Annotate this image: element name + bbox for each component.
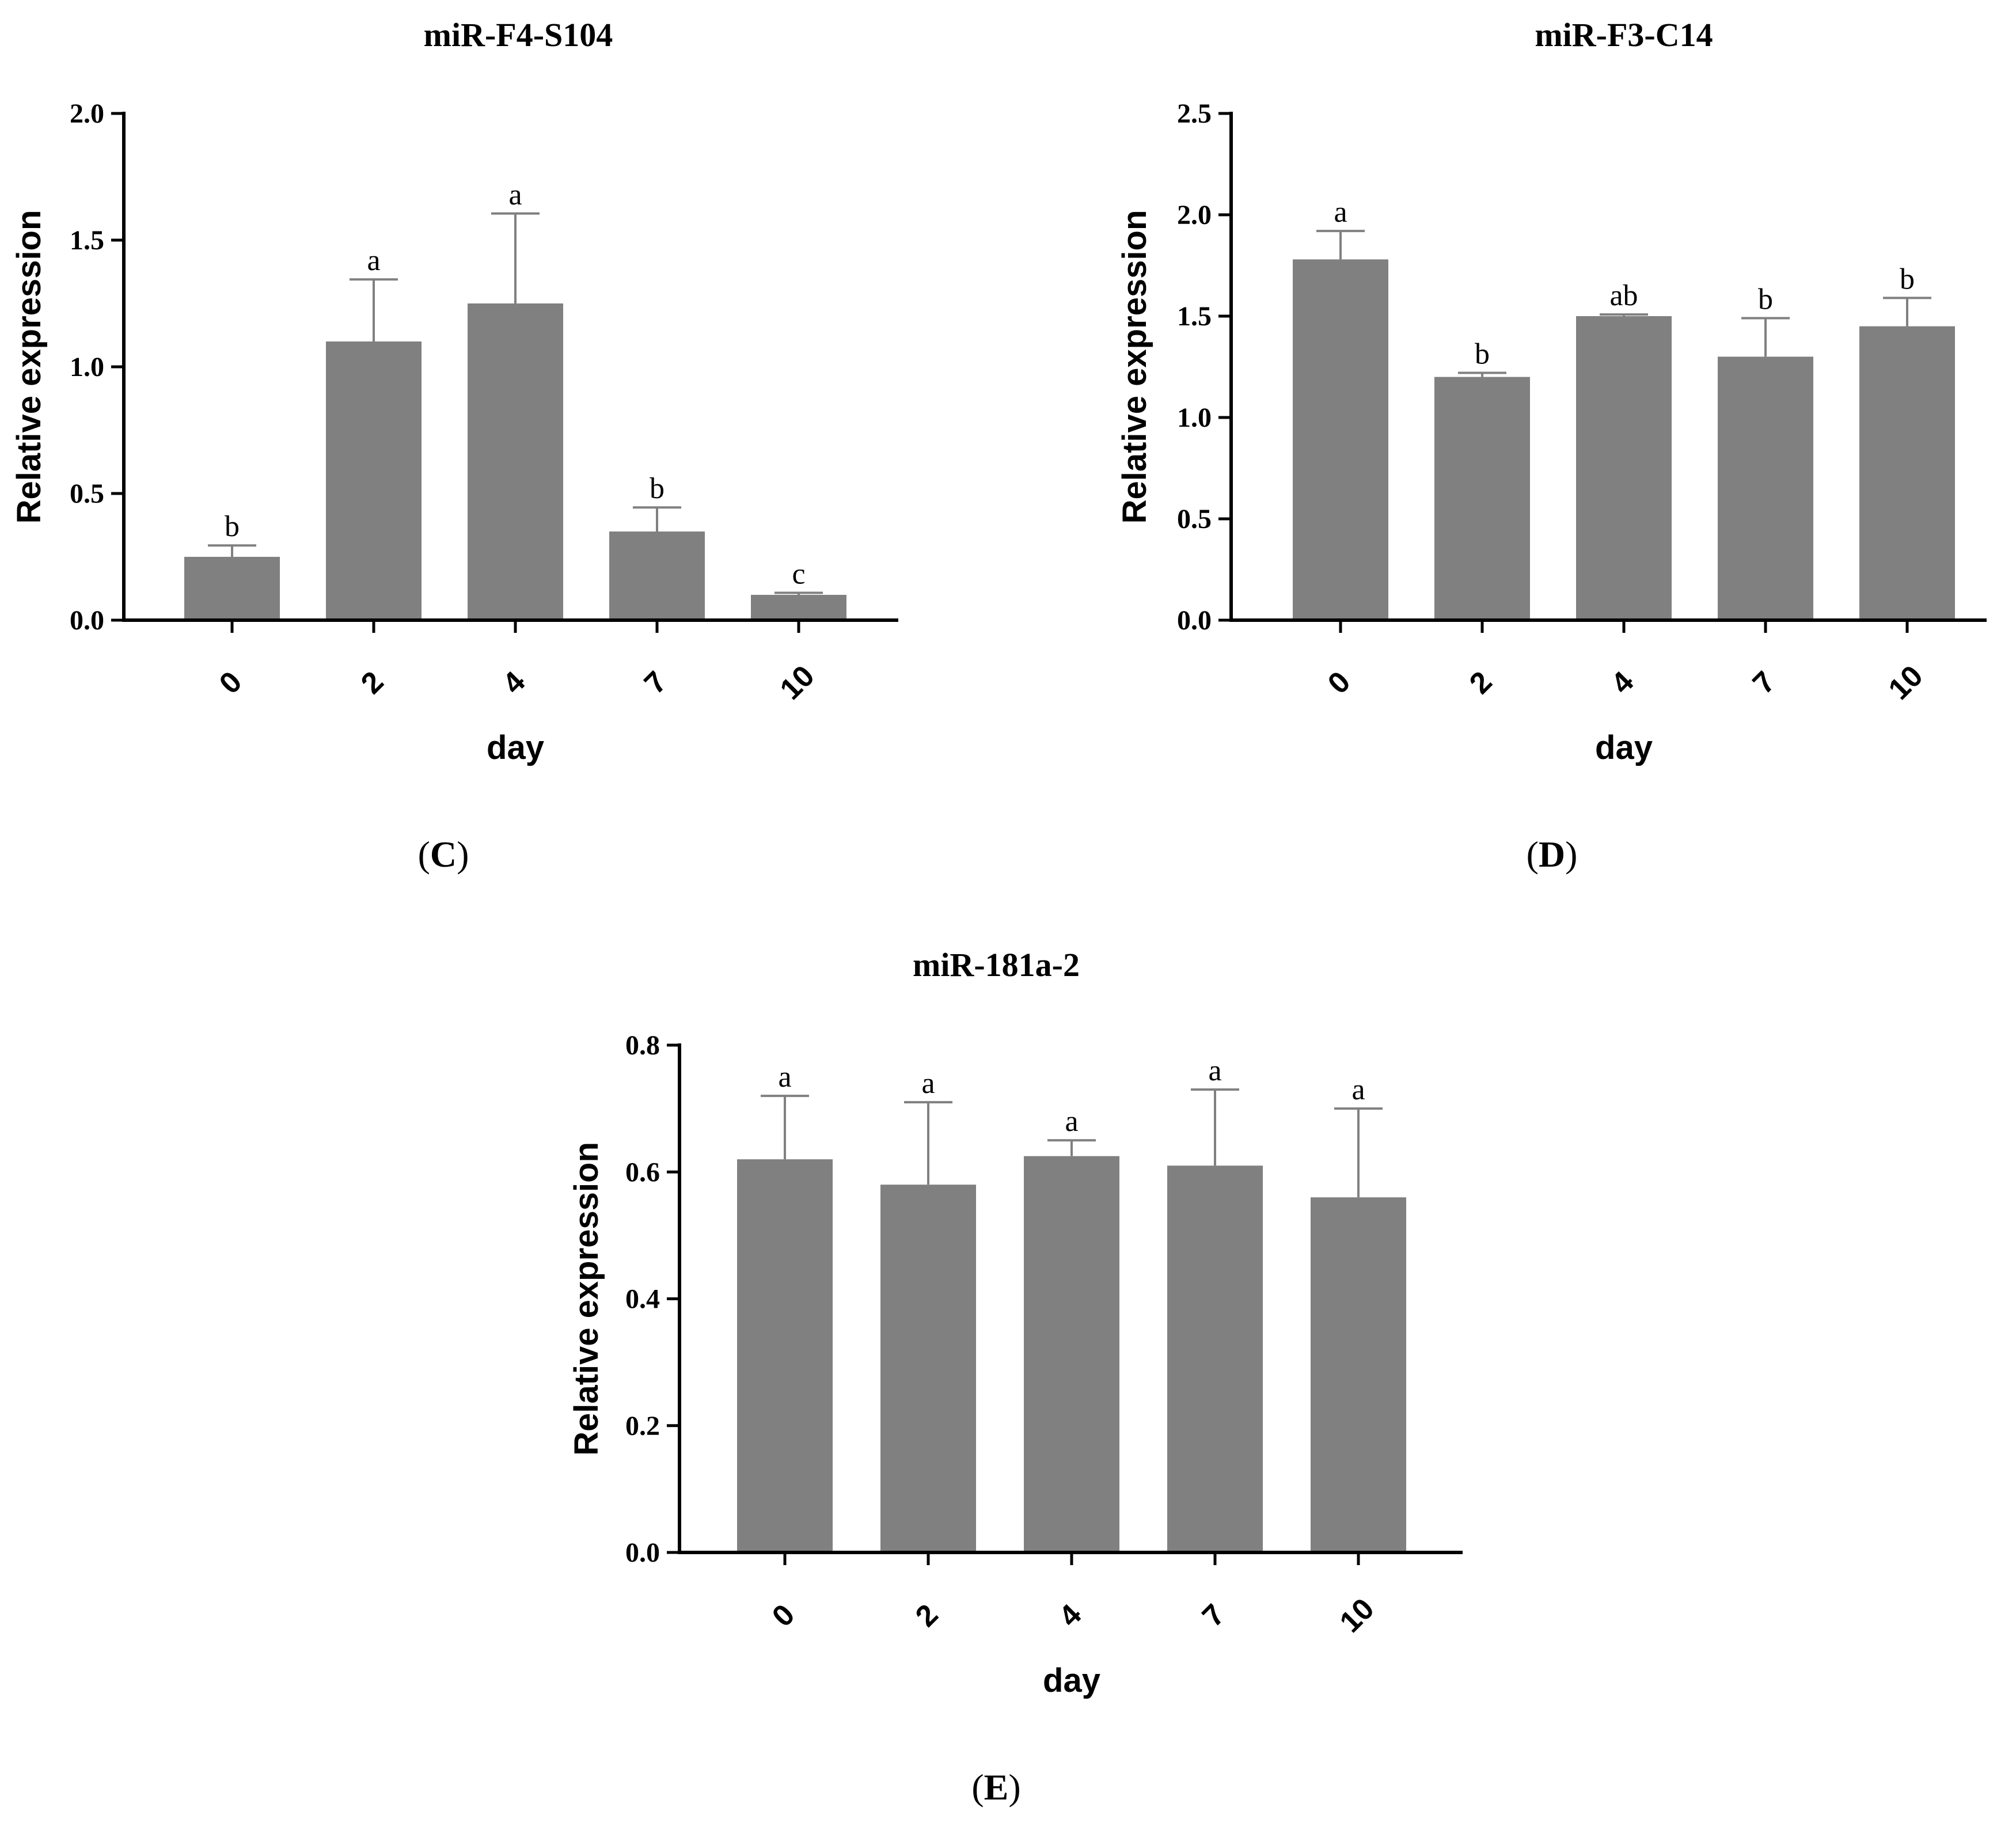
x-tick-label: 7 [638, 665, 673, 700]
bar-day-7 [1718, 356, 1813, 620]
bar-day-10 [1859, 326, 1955, 620]
y-tick-label: 2.0 [1177, 200, 1212, 230]
x-tick-label: 2 [1463, 665, 1498, 700]
y-tick-label: 0.0 [1177, 605, 1212, 636]
bar-day-4 [1024, 1156, 1119, 1552]
y-tick-label: 1.0 [1177, 403, 1212, 433]
chart-title: miR-181a-2 [913, 946, 1080, 984]
panel-label: (C) [418, 834, 469, 875]
x-tick-label: 2 [909, 1598, 944, 1633]
x-tick-label: 4 [496, 665, 532, 701]
significance-letter: b [1900, 263, 1915, 295]
y-tick-label: 0.8 [625, 1030, 660, 1061]
bar-day-4 [468, 303, 563, 620]
bar-day-0 [1293, 259, 1388, 620]
significance-letter: ab [1609, 279, 1638, 312]
significance-letter: a [1065, 1105, 1078, 1138]
chart-title: miR-F3-C14 [1535, 16, 1713, 54]
significance-letter: a [508, 179, 522, 211]
y-tick-label: 0.5 [70, 479, 104, 509]
x-tick-label: 7 [1196, 1598, 1231, 1633]
significance-letter: a [1334, 196, 1347, 229]
bar-day-2 [326, 341, 422, 620]
y-tick-label: 0.4 [625, 1284, 660, 1315]
y-tick-label: 2.5 [1177, 98, 1212, 129]
chart-panel-c: miR-F4-S104 b 0 a 2 a 4 b 7 c 10 0.0 0.5 1.0 1.5 2.0 Rel… [10, 16, 898, 875]
significance-letter: a [921, 1067, 935, 1100]
x-tick-label: 0 [766, 1598, 801, 1633]
y-tick-label: 0.0 [70, 605, 104, 636]
significance-letter: a [1208, 1054, 1221, 1087]
x-tick-label: 4 [1053, 1598, 1088, 1634]
y-tick-label: 1.5 [1177, 301, 1212, 332]
bar-day-4 [1576, 316, 1672, 620]
x-axis-title: day [1043, 1662, 1100, 1699]
x-tick-label: 0 [1322, 665, 1357, 700]
bar-day-0 [184, 557, 280, 620]
y-axis-title: Relative expression [10, 210, 48, 524]
bar-day-10 [751, 595, 846, 620]
bar-day-2 [1434, 377, 1530, 620]
y-tick-label: 2.0 [70, 98, 104, 129]
significance-letter: c [792, 557, 805, 590]
y-tick-label: 1.0 [70, 352, 104, 382]
y-axis-title: Relative expression [1116, 210, 1153, 524]
bar-day-2 [880, 1184, 976, 1552]
x-tick-label: 10 [1882, 659, 1930, 707]
x-axis-title: day [1595, 729, 1653, 766]
x-axis-title: day [487, 729, 544, 766]
x-tick-label: 4 [1605, 665, 1641, 701]
chart-panel-e: miR-181a-2 a 0 a 2 a 4 a 7 a 10 0.0 0.2 0.4 0.6 0.8 Rela… [568, 946, 1463, 1808]
bar-day-10 [1311, 1197, 1406, 1552]
y-tick-label: 1.5 [70, 225, 104, 256]
y-axis-title: Relative expression [568, 1142, 605, 1456]
x-tick-label: 7 [1747, 665, 1782, 700]
significance-letter: b [225, 510, 240, 543]
x-tick-label: 10 [774, 659, 821, 707]
significance-letter: b [1758, 283, 1773, 316]
panel-label: (D) [1527, 834, 1578, 875]
y-tick-label: 0.0 [625, 1537, 660, 1568]
chart-title: miR-F4-S104 [424, 16, 613, 54]
significance-letter: b [1475, 338, 1490, 371]
significance-letter: a [1351, 1073, 1365, 1106]
bar-day-7 [609, 531, 705, 620]
y-tick-label: 0.6 [625, 1157, 660, 1187]
chart-panel-d: miR-F3-C14 a 0 b 2 ab 4 b 7 b 10 0.0 0.5 1.0 1.5 2.0 2.5… [1116, 16, 1987, 875]
significance-letter: a [367, 244, 380, 277]
bar-day-0 [737, 1159, 833, 1552]
y-tick-label: 0.5 [1177, 504, 1212, 534]
x-tick-label: 2 [355, 665, 390, 700]
y-tick-label: 0.2 [625, 1411, 660, 1441]
bar-day-7 [1167, 1165, 1263, 1552]
x-tick-label: 0 [213, 665, 248, 700]
panel-label: (E) [971, 1767, 1020, 1808]
x-tick-label: 10 [1334, 1592, 1381, 1639]
significance-letter: b [650, 472, 665, 505]
significance-letter: a [778, 1061, 791, 1094]
